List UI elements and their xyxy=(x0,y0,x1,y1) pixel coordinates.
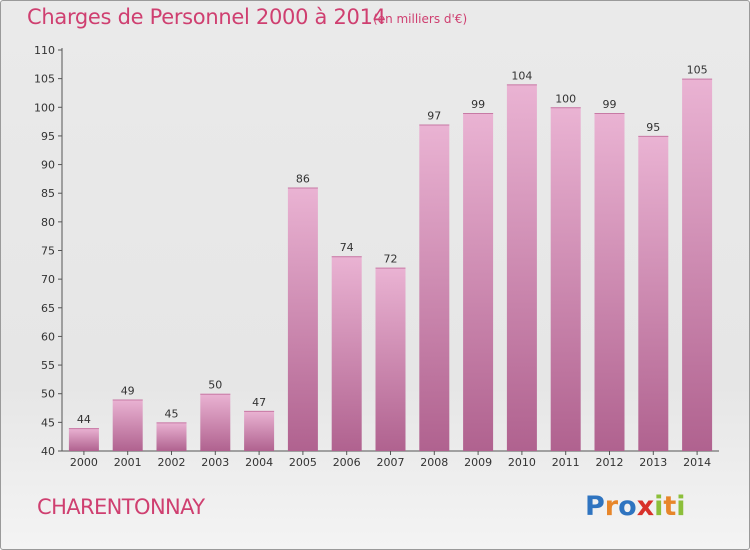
bar xyxy=(68,428,99,451)
y-tick-label: 55 xyxy=(41,359,55,372)
data-label: 74 xyxy=(340,241,354,254)
y-tick-label: 45 xyxy=(41,416,55,429)
data-label: 44 xyxy=(77,413,91,426)
data-label: 47 xyxy=(252,396,266,409)
logo-letter: o xyxy=(618,491,637,522)
y-tick-label: 75 xyxy=(41,245,55,258)
x-tick-label: 2006 xyxy=(333,456,361,469)
bar xyxy=(331,256,362,451)
bar xyxy=(506,84,537,451)
bar xyxy=(244,410,275,451)
y-tick-label: 70 xyxy=(41,273,55,286)
data-label: 104 xyxy=(511,69,532,82)
data-label: 50 xyxy=(208,379,222,392)
x-tick-label: 2009 xyxy=(464,456,492,469)
logo-letter: P xyxy=(585,491,605,522)
commune-name: CHARENTONNAY xyxy=(37,495,205,519)
bar xyxy=(419,124,450,451)
y-tick-label: 80 xyxy=(41,216,55,229)
y-tick-label: 85 xyxy=(41,187,55,200)
bar xyxy=(594,113,625,451)
y-tick-label: 90 xyxy=(41,159,55,172)
y-tick-label: 105 xyxy=(34,73,55,86)
bar xyxy=(200,393,231,451)
x-tick-label: 2011 xyxy=(552,456,580,469)
y-tick-label: 100 xyxy=(34,101,55,114)
bar xyxy=(287,187,318,451)
y-tick-label: 40 xyxy=(41,445,55,458)
data-label: 45 xyxy=(165,407,179,420)
data-label: 105 xyxy=(687,64,708,77)
data-label: 49 xyxy=(121,384,135,397)
data-label: 99 xyxy=(603,98,617,111)
proxiti-logo: Proxiti xyxy=(585,491,686,522)
x-tick-label: 2010 xyxy=(508,456,536,469)
logo-letter: t xyxy=(663,491,677,522)
y-tick-label: 65 xyxy=(41,302,55,315)
x-tick-label: 2000 xyxy=(70,456,98,469)
bar xyxy=(463,113,494,451)
x-tick-label: 2004 xyxy=(245,456,273,469)
x-tick-label: 2001 xyxy=(114,456,142,469)
logo-letter: x xyxy=(636,491,655,522)
x-tick-label: 2014 xyxy=(683,456,711,469)
data-label: 100 xyxy=(555,92,576,105)
x-tick-label: 2012 xyxy=(596,456,624,469)
bar xyxy=(112,399,143,451)
data-label: 99 xyxy=(471,98,485,111)
data-label: 86 xyxy=(296,172,310,185)
data-label: 72 xyxy=(384,253,398,266)
y-tick-label: 110 xyxy=(34,44,55,57)
data-label: 95 xyxy=(646,121,660,134)
bar xyxy=(638,135,669,451)
logo-letter: r xyxy=(604,491,619,522)
x-tick-label: 2007 xyxy=(377,456,405,469)
y-tick-label: 60 xyxy=(41,330,55,343)
x-tick-label: 2013 xyxy=(639,456,667,469)
logo-letter: i xyxy=(676,491,686,522)
x-tick-label: 2005 xyxy=(289,456,317,469)
x-tick-label: 2003 xyxy=(201,456,229,469)
bar xyxy=(375,267,406,451)
y-tick-label: 95 xyxy=(41,130,55,143)
y-tick-label: 50 xyxy=(41,388,55,401)
x-tick-label: 2008 xyxy=(420,456,448,469)
chart-title: Charges de Personnel 2000 à 2014 xyxy=(27,5,386,29)
chart-subtitle: (en milliers d'€) xyxy=(373,12,468,26)
bar xyxy=(550,107,581,452)
logo-letter: i xyxy=(654,491,664,522)
bar xyxy=(682,78,713,452)
bar xyxy=(156,422,187,451)
x-tick-label: 2002 xyxy=(158,456,186,469)
data-label: 97 xyxy=(427,109,441,122)
